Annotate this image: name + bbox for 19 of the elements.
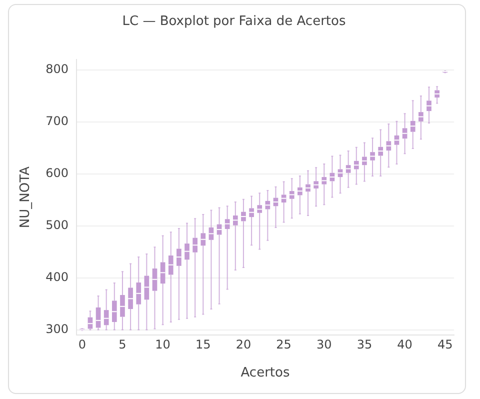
y-tick-label: 500: [46, 218, 69, 232]
y-tick-label: 800: [46, 62, 69, 76]
y-tick-label: 700: [46, 114, 69, 128]
x-tick-label: 5: [118, 337, 126, 352]
y-axis-title: NU_NOTA: [18, 166, 34, 228]
x-tick-label: 30: [316, 337, 332, 352]
x-tick-label: 20: [236, 337, 252, 352]
y-tick-label: 300: [46, 322, 69, 336]
x-tick-label: 40: [397, 337, 412, 352]
x-tick-label: 45: [437, 337, 453, 352]
x-axis-title: Acertos: [240, 366, 290, 381]
x-tick-label: 15: [196, 337, 211, 352]
x-tick-label: 25: [276, 337, 292, 352]
chart-title: LC — Boxplot por Faixa de Acertos: [122, 14, 346, 30]
x-tick-label: 0: [78, 337, 86, 352]
x-tick-label: 35: [356, 337, 372, 352]
y-tick-label: 600: [46, 166, 69, 180]
y-tick-label: 400: [46, 270, 69, 284]
x-tick-label: 10: [155, 337, 170, 352]
